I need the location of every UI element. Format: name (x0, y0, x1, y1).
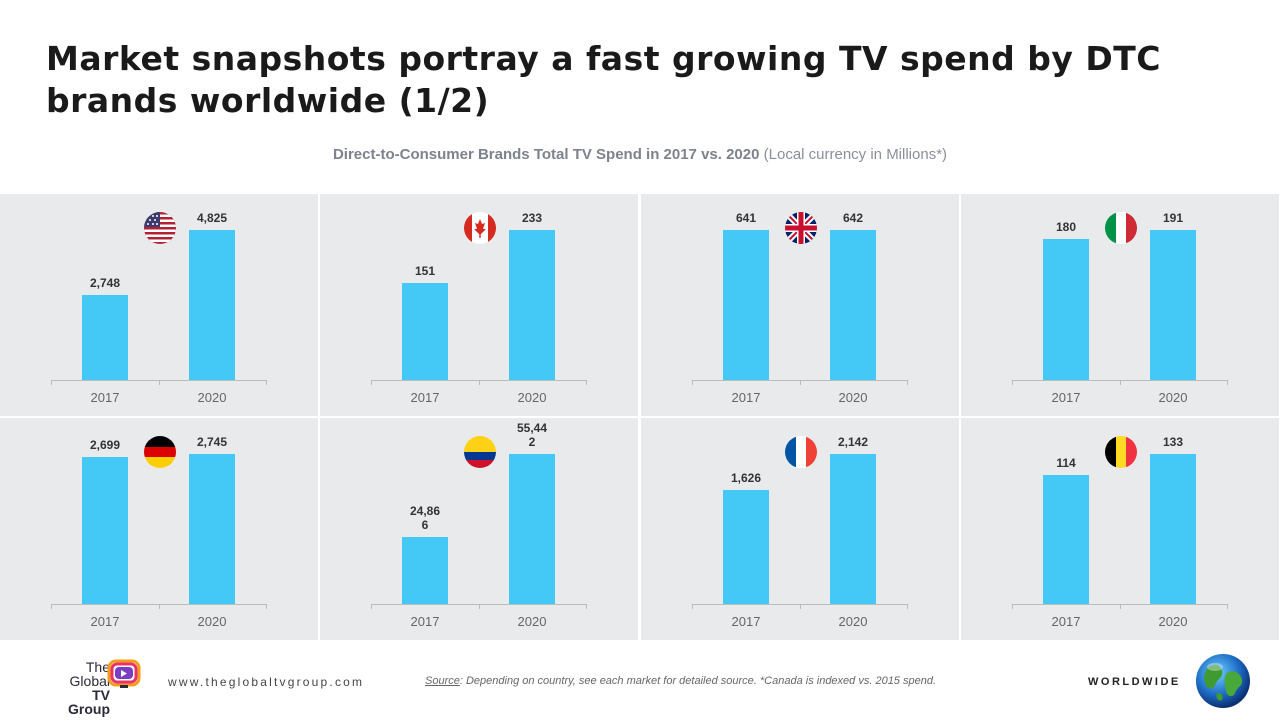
bar-2020 (830, 230, 876, 380)
category-label: 2020 (198, 390, 227, 405)
bar-2017 (723, 490, 769, 604)
website-link[interactable]: www.theglobaltvgroup.com (168, 675, 365, 689)
category-label: 2020 (198, 614, 227, 629)
market-panel-united-kingdom: 641 2017 642 2020 (641, 194, 959, 416)
bar-chart: 114 2017 133 2020 (1012, 435, 1228, 629)
market-panel-belgium: 114 2017 133 2020 (961, 418, 1279, 640)
bar-2017 (82, 457, 128, 604)
category-label: 2017 (1052, 614, 1081, 629)
category-label: 2020 (839, 390, 868, 405)
bar-chart: 2,748 2017 4,825 2020 (51, 211, 267, 405)
uk-flag-icon (785, 212, 817, 244)
logo-line-1: The (85, 659, 110, 675)
value-label: 24,86 6 (410, 504, 440, 532)
bar-2020 (830, 454, 876, 604)
source-label: Source (425, 675, 460, 687)
market-panel-germany: 2,699 2017 2,745 2020 (0, 418, 318, 640)
value-label: 2,748 (90, 276, 120, 290)
bar-2020 (189, 230, 235, 380)
bar-2020 (1150, 230, 1196, 380)
category-label: 2017 (91, 614, 120, 629)
category-label: 2020 (839, 614, 868, 629)
bar-2017 (723, 230, 769, 380)
market-panel-colombia: 24,86 6 2017 55,44 2 2020 (320, 418, 638, 640)
category-label: 2020 (1159, 614, 1188, 629)
bar-2017 (402, 283, 448, 380)
bar-2020 (509, 454, 555, 604)
value-label: 642 (843, 211, 863, 225)
bar-2020 (189, 454, 235, 604)
bar-2017 (1043, 239, 1089, 380)
bar-chart: 180 2017 191 2020 (1012, 211, 1228, 405)
value-label: 180 (1056, 220, 1076, 234)
market-grid: 2,748 2017 4,825 2020 151 2017 233 2020 641 2017 6… (0, 194, 1280, 640)
category-label: 2020 (1159, 390, 1188, 405)
value-label: 233 (522, 211, 542, 225)
category-label: 2017 (91, 390, 120, 405)
subtitle-main: Direct-to-Consumer Brands Total TV Spend… (332, 146, 760, 163)
category-label: 2017 (732, 614, 761, 629)
value-label: 55,44 2 (517, 421, 547, 449)
value-label: 1,626 (731, 471, 761, 485)
page-title: Market snapshots portray a fast growing … (46, 39, 1161, 120)
market-panel-canada: 151 2017 233 2020 (320, 194, 638, 416)
chart-subtitle: Direct-to-Consumer Brands Total TV Spend… (0, 146, 1280, 163)
category-label: 2017 (732, 390, 761, 405)
bar-chart: 24,86 6 2017 55,44 2 2020 (371, 421, 587, 629)
market-panel-united-states: 2,748 2017 4,825 2020 (0, 194, 318, 416)
france-flag-icon (785, 436, 817, 468)
region-label: WORLDWIDE (1088, 676, 1181, 688)
bar-chart: 2,699 2017 2,745 2020 (51, 435, 267, 629)
value-label: 2,745 (197, 435, 227, 449)
value-label: 114 (1056, 456, 1076, 470)
canada-flag-icon (464, 212, 496, 244)
category-label: 2020 (518, 390, 547, 405)
us-flag-icon (144, 212, 176, 244)
bar-2020 (1150, 454, 1196, 604)
category-label: 2017 (1052, 390, 1081, 405)
globe-icon (1196, 654, 1250, 708)
market-panel-france: 1,626 2017 2,142 2020 (641, 418, 959, 640)
belgium-flag-icon (1105, 436, 1137, 468)
bar-2020 (509, 230, 555, 380)
value-label: 191 (1163, 211, 1183, 225)
category-label: 2020 (518, 614, 547, 629)
tv-logo-icon (107, 659, 141, 688)
value-label: 151 (415, 264, 435, 278)
value-label: 133 (1163, 435, 1183, 449)
value-label: 641 (736, 211, 756, 225)
company-logo-text: The Global TV Group (60, 660, 110, 716)
value-label: 4,825 (197, 211, 227, 225)
logo-line-3: TV Group (68, 687, 110, 717)
bar-2017 (82, 295, 128, 380)
logo-line-2: Global (69, 673, 110, 689)
bar-chart: 1,626 2017 2,142 2020 (692, 435, 908, 629)
bar-2017 (402, 537, 448, 604)
source-text: : Depending on country, see each market … (459, 675, 937, 687)
market-panel-italy: 180 2017 191 2020 (961, 194, 1279, 416)
italy-flag-icon (1105, 212, 1137, 244)
bar-chart: 151 2017 233 2020 (371, 211, 587, 405)
category-label: 2017 (411, 614, 440, 629)
category-label: 2017 (411, 390, 440, 405)
value-label: 2,142 (838, 435, 868, 449)
subtitle-units: (Local currency in Millions*) (763, 146, 948, 163)
bar-2017 (1043, 475, 1089, 604)
colombia-flag-icon (464, 436, 496, 468)
source-note: Source: Depending on country, see each m… (425, 675, 936, 687)
germany-flag-icon (144, 436, 176, 468)
bar-chart: 641 2017 642 2020 (692, 211, 908, 405)
footer (0, 640, 1280, 720)
value-label: 2,699 (90, 438, 120, 452)
